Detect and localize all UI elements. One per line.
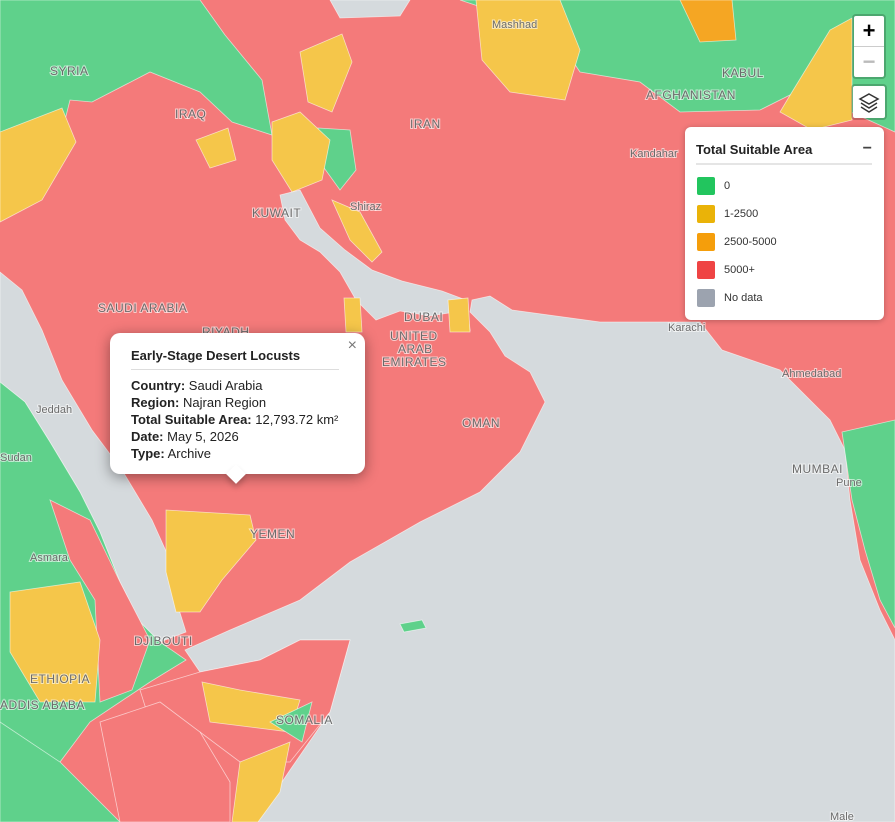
map-label: OMAN xyxy=(462,416,500,430)
popup-field-label: Type: xyxy=(131,446,165,461)
map-label: ARAB xyxy=(398,342,433,356)
map-label: IRAN xyxy=(410,117,441,131)
map-label: MUMBAI xyxy=(792,462,843,476)
map-label: SYRIA xyxy=(50,64,89,78)
map-label: Male xyxy=(830,811,854,822)
legend-swatch xyxy=(697,261,715,279)
legend-label: No data xyxy=(724,292,763,304)
region-yellow xyxy=(165,509,257,613)
legend-swatch xyxy=(697,177,715,195)
popup-field-value: Archive xyxy=(167,446,211,461)
legend-swatch xyxy=(697,205,715,223)
map-label: Mashhad xyxy=(492,19,537,31)
legend-collapse[interactable]: − xyxy=(862,140,872,157)
region-yellow xyxy=(0,107,77,223)
map-label: Sudan xyxy=(0,452,32,464)
map-label: SOMALIA xyxy=(276,713,333,727)
popup-close[interactable]: × xyxy=(347,337,357,354)
popup-title: Early-Stage Desert Locusts xyxy=(131,348,339,370)
popup-row: Date: May 5, 2026 xyxy=(131,429,239,444)
region-yellow xyxy=(231,741,291,822)
legend-swatch xyxy=(697,289,715,307)
region-yellow xyxy=(9,581,101,703)
map-label: KABUL xyxy=(722,66,764,80)
map-label: KUWAIT xyxy=(252,206,301,220)
map-label: Karachi xyxy=(668,322,705,334)
region-green xyxy=(841,419,895,629)
legend-label: 2500-5000 xyxy=(724,236,777,248)
popup-field-label: Total Suitable Area: xyxy=(131,412,252,427)
legend-swatch xyxy=(697,233,715,251)
map-label: Ahmedabad xyxy=(782,368,841,380)
popup-field-value: Najran Region xyxy=(183,395,267,410)
map-label: YEMEN xyxy=(250,527,295,541)
popup-row: Country: Saudi Arabia xyxy=(131,378,263,393)
region-yellow xyxy=(475,0,581,101)
region-green xyxy=(399,619,427,633)
map-label: DJIBOUTI xyxy=(134,634,193,648)
region-red xyxy=(49,499,151,703)
map-label: UNITED xyxy=(390,329,438,343)
zoom-out[interactable]: − xyxy=(854,46,884,77)
popup-row: Total Suitable Area: 12,793.72 km² xyxy=(131,412,338,427)
popup-field-label: Country: xyxy=(131,378,186,393)
caspian-sea xyxy=(329,0,411,19)
popup-row: Type: Archive xyxy=(131,446,211,461)
legend-title: Total Suitable Area xyxy=(696,142,813,157)
popup-field-label: Region: xyxy=(131,395,180,410)
zoom-control: + − xyxy=(852,14,886,79)
zoom-in[interactable]: + xyxy=(862,18,876,43)
region-green xyxy=(269,701,313,743)
map-label: ETHIOPIA xyxy=(30,672,90,686)
map-label: IRAQ xyxy=(175,107,206,121)
map-label: Shiraz xyxy=(350,201,381,213)
legend-label: 5000+ xyxy=(724,264,755,276)
region-yellow xyxy=(271,111,331,193)
legend-label: 1-2500 xyxy=(724,208,759,220)
map-label: AFGHANISTAN xyxy=(646,88,736,102)
legend-label: 0 xyxy=(724,180,731,192)
map-label: DUBAI xyxy=(404,310,443,324)
map-label: EMIRATES xyxy=(382,355,446,369)
map-label: Jeddah xyxy=(36,404,72,416)
popup-field-label: Date: xyxy=(131,429,164,444)
legend-header: Total Suitable Area − xyxy=(696,140,872,165)
map-label: Pune xyxy=(836,477,862,489)
map-label: Asmara xyxy=(30,552,69,564)
region-yellow xyxy=(331,199,383,263)
region-yellow xyxy=(447,297,471,333)
popup-row: Region: Najran Region xyxy=(131,395,266,410)
map-label: Kandahar xyxy=(630,148,678,160)
region-green xyxy=(0,721,121,822)
region-red xyxy=(99,701,231,822)
popup: Early-Stage Desert Locusts × Country: Sa… xyxy=(110,333,365,484)
region-yellow xyxy=(195,127,237,169)
arabian-sea xyxy=(184,295,895,822)
region-yellow xyxy=(299,33,353,113)
region-yellow xyxy=(779,17,853,131)
popup-field-value: 12,793.72 km² xyxy=(255,412,339,427)
layers-button[interactable] xyxy=(851,84,887,120)
region-yellow xyxy=(343,297,363,333)
region-orange xyxy=(679,0,737,43)
popup-field-value: May 5, 2026 xyxy=(167,429,239,444)
popup-field-value: Saudi Arabia xyxy=(188,378,263,393)
map-label: SAUDI ARABIA xyxy=(98,301,187,315)
legend: Total Suitable Area − 0 1-2500 2500-5000 50… xyxy=(685,127,884,320)
map-label: ADDIS ABABA xyxy=(0,698,85,712)
layers-icon xyxy=(858,93,880,113)
